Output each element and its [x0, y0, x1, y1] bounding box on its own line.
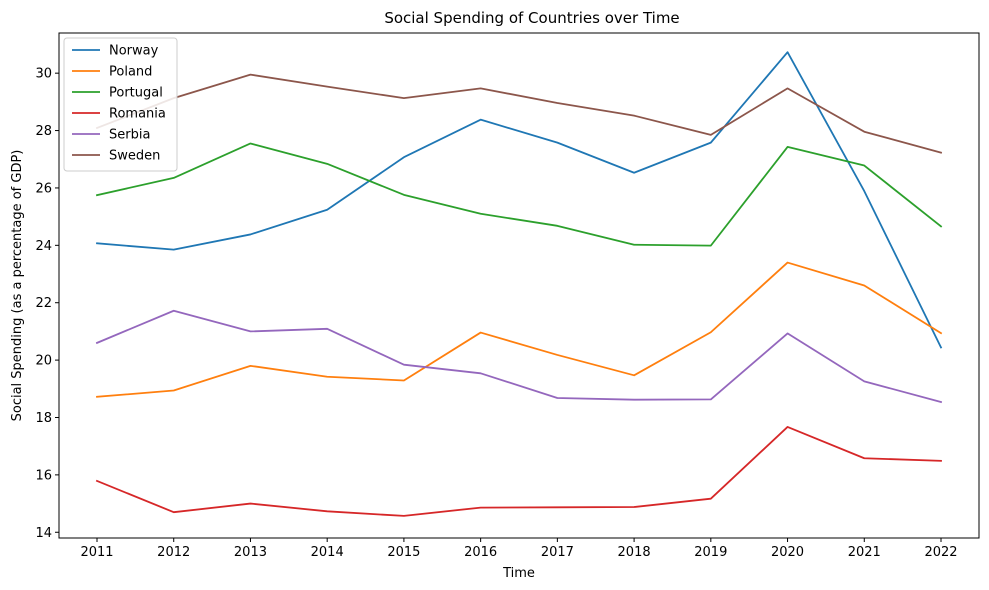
x-tick-label-2015: 2015 [387, 545, 420, 560]
y-tick-label-28: 28 [35, 124, 52, 139]
x-axis-title: Time [502, 566, 535, 581]
series-line-serbia [95, 309, 943, 404]
series-line-sweden [95, 73, 943, 154]
x-tick-label-2012: 2012 [157, 545, 190, 560]
y-tick-label-16: 16 [35, 468, 52, 483]
series-line-poland [96, 261, 943, 398]
y-tick-label-30: 30 [35, 67, 52, 82]
series-line-norway [96, 51, 943, 349]
y-tick-label-24: 24 [35, 239, 52, 254]
plot-area [58, 32, 980, 539]
legend-label-sweden: Sweden [109, 149, 160, 164]
legend-label-romania: Romania [109, 107, 166, 122]
y-axis-title: Social Spending (as a percentage of GDP) [10, 150, 25, 422]
chart-title: Social Spending of Countries over Time [384, 9, 679, 27]
x-tick-label-2014: 2014 [311, 545, 344, 560]
x-tick-label-2022: 2022 [924, 545, 957, 560]
x-tick-label-2019: 2019 [694, 545, 727, 560]
y-tick-label-22: 22 [35, 296, 52, 311]
x-tick-label-2013: 2013 [234, 545, 267, 560]
legend: Norway Poland Portugal Romania Serbia Sweden [63, 37, 178, 172]
x-tick-label-2018: 2018 [618, 545, 651, 560]
y-tick-label-26: 26 [35, 181, 52, 196]
x-tick-label-2011: 2011 [80, 545, 113, 560]
x-tick-label-2016: 2016 [464, 545, 497, 560]
legend-label-portugal: Portugal [109, 86, 163, 101]
series-line-portugal [95, 142, 943, 247]
y-tick-label-14: 14 [35, 526, 52, 541]
x-axis: 2011 2012 2013 2014 2015 2016 2017 2018 2019 2020… [80, 538, 958, 560]
legend-label-serbia: Serbia [109, 128, 150, 143]
y-tick-label-18: 18 [35, 411, 52, 426]
plot-frame [58, 32, 980, 539]
legend-label-norway: Norway [109, 44, 159, 59]
series-layer [95, 51, 943, 517]
x-tick-label-2020: 2020 [771, 545, 804, 560]
series-line-romania [95, 426, 942, 517]
x-tick-label-2017: 2017 [541, 545, 574, 560]
legend-label-poland: Poland [109, 65, 152, 80]
y-axis: 14 16 18 20 22 24 26 28 30 [35, 67, 59, 541]
x-tick-label-2021: 2021 [848, 545, 881, 560]
y-tick-label-20: 20 [35, 354, 52, 369]
